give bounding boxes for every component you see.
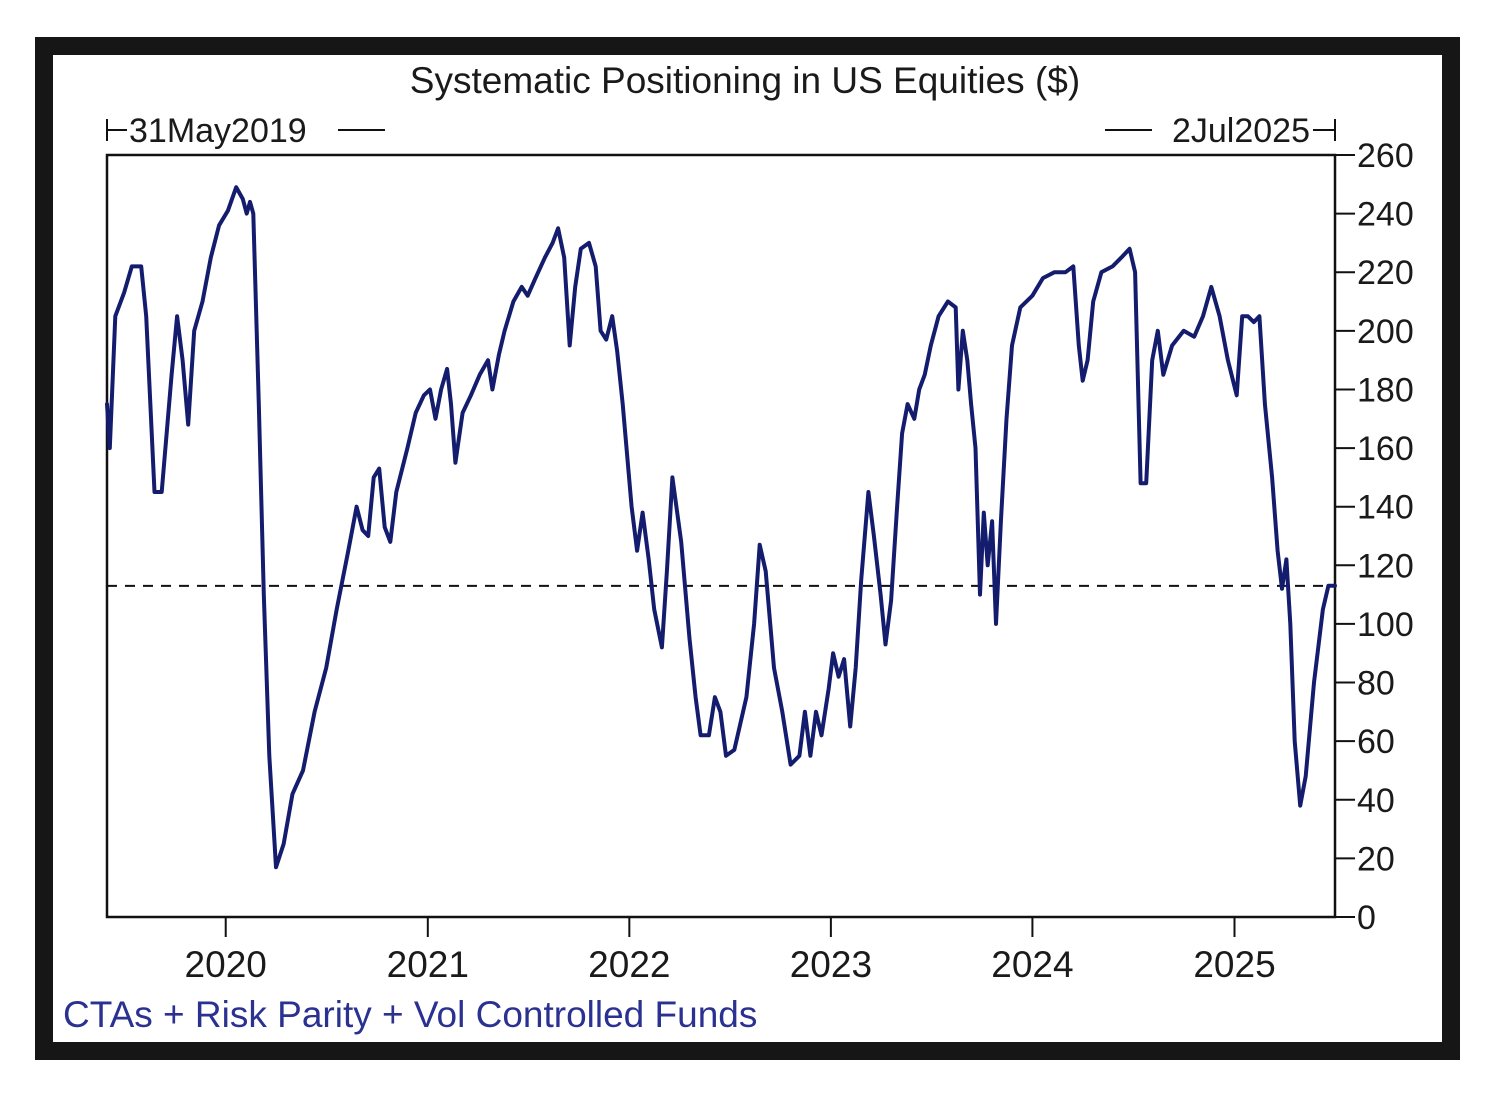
chart-canvas [53,55,1442,1042]
y-axis: 0 20 40 60 80 100 120 140 160 180 200 220 240 260 [1335,137,1414,937]
series-line [105,185,1337,870]
y-tick-label: 20 [1357,840,1395,878]
y-tick-label: 80 [1357,665,1395,703]
x-tick-label: 2025 [1193,944,1275,985]
end-date-label: 2Jul2025 [1172,112,1310,150]
x-tick-label: 2020 [185,944,267,985]
y-tick-label: 220 [1357,254,1414,292]
x-tick-label: 2024 [991,944,1073,985]
footer-series-label: CTAs + Risk Parity + Vol Controlled Fund… [63,994,757,1035]
y-tick-label: 120 [1357,547,1414,585]
plot-frame [105,153,1337,919]
y-tick-label: 0 [1357,899,1376,937]
y-tick-label: 200 [1357,313,1414,351]
y-tick-label: 240 [1357,196,1414,234]
series-layer [105,185,1337,870]
y-tick-label: 180 [1357,371,1414,409]
y-tick-label: 160 [1357,430,1414,468]
y-tick-label: 100 [1357,606,1414,644]
chart-title: Systematic Positioning in US Equities ($… [410,60,1080,101]
start-date-label: 31May2019 [129,112,307,150]
y-tick-label: 140 [1357,489,1414,527]
x-tick-label: 2022 [588,944,670,985]
x-tick-label: 2023 [790,944,872,985]
y-tick-label: 60 [1357,723,1395,761]
x-tick-label: 2021 [387,944,469,985]
y-tick-label: 40 [1357,782,1395,820]
y-tick-label: 260 [1357,137,1414,175]
x-axis: 2020 2021 2022 2023 2024 2025 [185,917,1276,985]
